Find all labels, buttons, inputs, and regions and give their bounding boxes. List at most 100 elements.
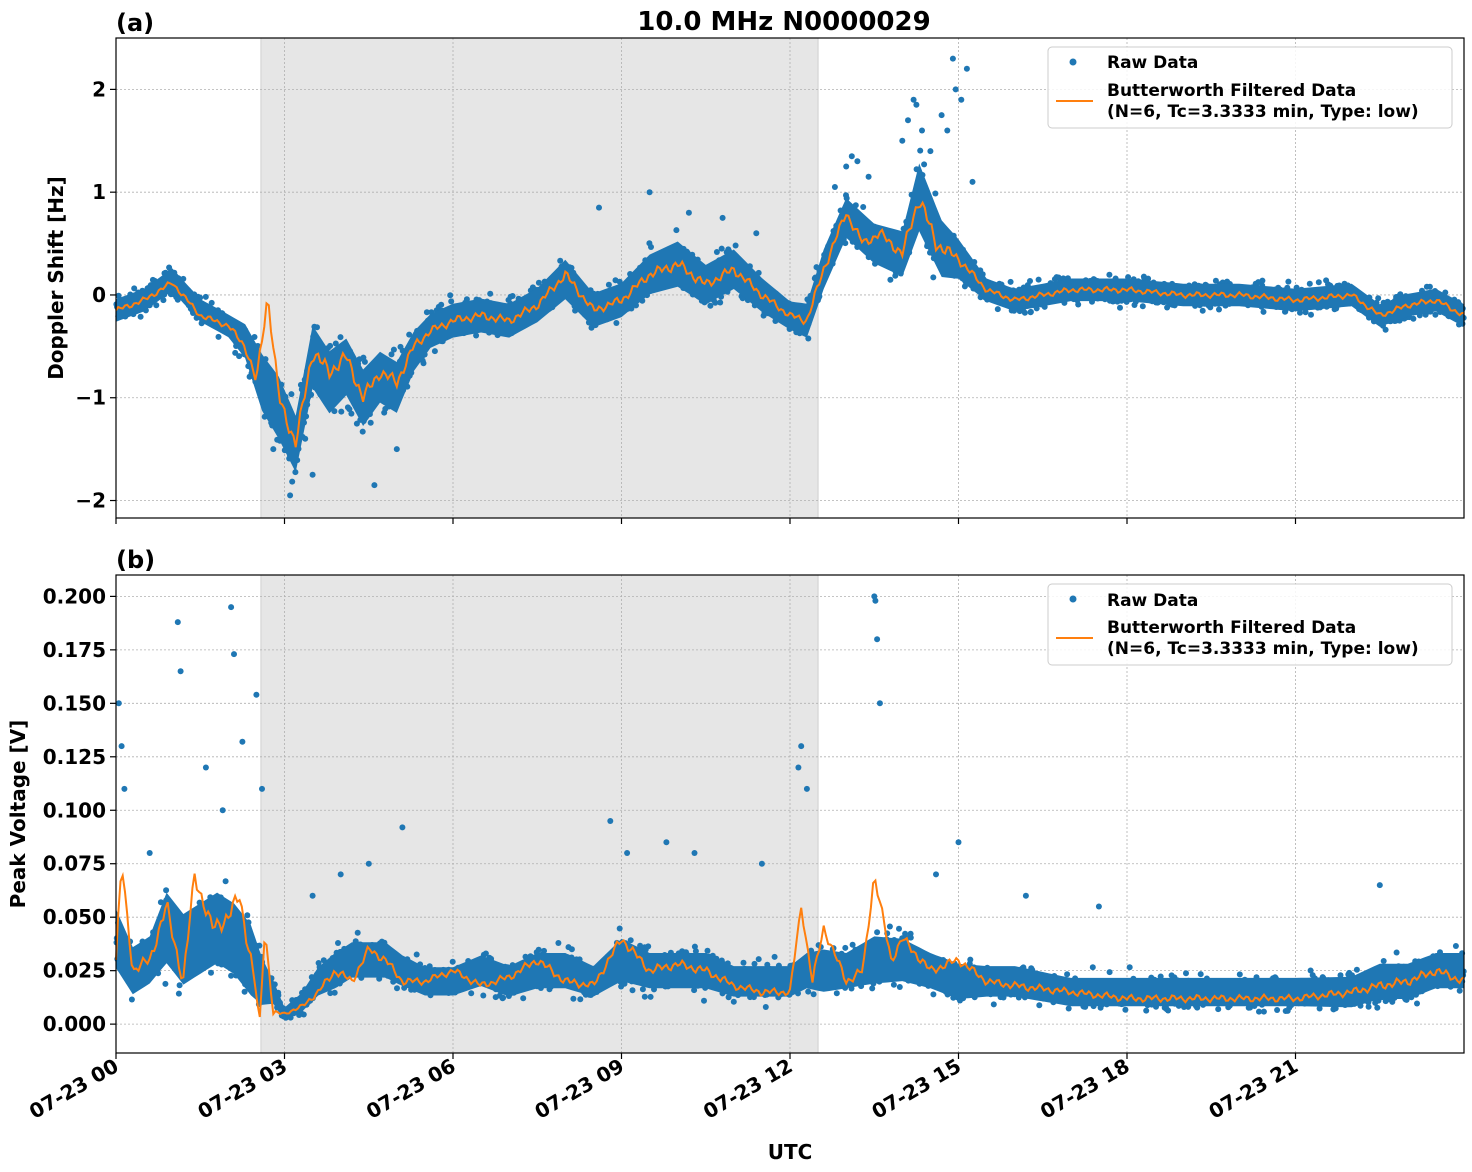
raw-point: [1075, 301, 1082, 308]
raw-point: [1122, 1006, 1129, 1013]
raw-outlier-point: [115, 700, 122, 707]
raw-outlier-point: [371, 482, 378, 489]
raw-point: [613, 320, 620, 326]
raw-point: [1126, 964, 1133, 971]
x-tick-label-3: 07-23 09: [530, 1054, 628, 1124]
raw-point: [338, 408, 345, 415]
raw-outlier-point: [910, 96, 917, 103]
legend-raw-marker-a: [1069, 58, 1077, 66]
raw-point: [390, 346, 397, 353]
raw-outlier-point: [1022, 892, 1029, 899]
raw-outlier-point: [287, 492, 294, 499]
y-tick-label-b-8: 0.000: [43, 1012, 106, 1036]
raw-point: [1260, 308, 1267, 315]
raw-outlier-point: [843, 163, 850, 170]
raw-point: [673, 227, 680, 234]
raw-point: [718, 245, 725, 252]
raw-point: [1165, 1007, 1172, 1014]
raw-point: [420, 360, 427, 367]
legend-b: Raw Data Butterworth Filtered Data (N=6,…: [1047, 583, 1453, 666]
raw-point: [520, 995, 527, 1002]
raw-point: [930, 274, 937, 281]
raw-point: [1027, 278, 1033, 284]
raw-point: [1007, 278, 1014, 285]
raw-outlier-point: [848, 153, 855, 160]
raw-point: [128, 996, 135, 1003]
raw-point: [805, 988, 812, 995]
peak-voltage-panel: (b) 0.2000.1750.1500.1250.1000.0750.0500…: [6, 546, 1467, 1164]
raw-point: [1089, 964, 1096, 971]
raw-point: [509, 293, 516, 299]
raw-outlier-point: [1376, 882, 1383, 889]
raw-point: [137, 313, 144, 320]
legend-filtered-label-line2-a: (N=6, Tc=3.3333 min, Type: low): [1107, 102, 1419, 122]
raw-point: [394, 985, 400, 992]
raw-point: [1064, 971, 1071, 978]
raw-point: [1414, 1000, 1420, 1007]
raw-point: [557, 257, 564, 264]
raw-outlier-point: [919, 127, 925, 134]
raw-point: [568, 946, 575, 953]
raw-point: [771, 953, 778, 960]
x-tick-label-0: 07-23 00: [25, 1054, 123, 1124]
x-tick-label-2: 07-23 06: [362, 1054, 460, 1124]
raw-point: [1393, 949, 1400, 956]
raw-point: [930, 991, 937, 998]
raw-outlier-point: [798, 743, 805, 750]
raw-outlier-point: [955, 839, 962, 846]
raw-point: [166, 264, 173, 271]
raw-point: [535, 946, 542, 953]
raw-point: [300, 1011, 307, 1018]
legend-a: Raw Data Butterworth Filtered Data (N=6,…: [1047, 46, 1453, 129]
raw-point: [1456, 987, 1463, 994]
raw-point: [468, 990, 475, 997]
raw-outlier-point: [259, 785, 265, 792]
raw-point: [1236, 971, 1243, 978]
raw-outlier-point: [831, 184, 838, 190]
raw-outlier-point: [876, 700, 883, 707]
raw-outlier-point: [253, 691, 260, 698]
raw-point: [162, 980, 169, 987]
raw-outlier-point: [121, 785, 128, 792]
raw-point: [704, 947, 711, 954]
raw-point: [577, 996, 584, 1003]
raw-point: [406, 331, 413, 338]
raw-point: [1065, 1005, 1072, 1012]
raw-point: [755, 956, 762, 963]
raw-outlier-point: [270, 446, 277, 453]
raw-point: [335, 940, 341, 946]
raw-outlier-point: [231, 651, 237, 658]
raw-point: [639, 986, 646, 993]
y-tick-label-b-0: 0.200: [43, 584, 106, 608]
raw-point: [332, 340, 339, 347]
raw-point: [480, 992, 487, 999]
raw-outlier-point: [663, 839, 670, 846]
raw-point: [1145, 275, 1152, 282]
raw-point: [487, 290, 494, 297]
raw-outlier-point: [399, 824, 406, 831]
raw-point: [331, 989, 338, 996]
raw-point: [1410, 315, 1417, 322]
raw-point: [413, 951, 420, 958]
raw-point: [202, 293, 209, 300]
raw-point: [647, 993, 654, 1000]
raw-point: [896, 925, 902, 932]
raw-point: [447, 292, 454, 299]
raw-outlier-point: [938, 112, 945, 119]
raw-point: [1183, 970, 1189, 977]
raw-point: [131, 285, 138, 292]
raw-outlier-point: [958, 96, 965, 103]
raw-point: [289, 478, 296, 485]
raw-outlier-point: [913, 101, 920, 108]
raw-point: [1117, 304, 1123, 311]
legend-filtered-label-line1-b: Butterworth Filtered Data: [1107, 618, 1356, 638]
doppler-shift-panel: 10.0 MHz N0000029 (a) 210−1−2 Doppler Sh…: [44, 7, 1467, 524]
raw-point: [1106, 271, 1113, 278]
raw-outlier-point: [309, 892, 316, 899]
raw-point: [896, 984, 903, 990]
raw-point: [1106, 969, 1113, 976]
raw-outlier-point: [685, 209, 692, 216]
x-tick-label-4: 07-23 12: [699, 1054, 797, 1124]
raw-point: [388, 351, 395, 358]
panel-label-a: (a): [116, 9, 154, 37]
